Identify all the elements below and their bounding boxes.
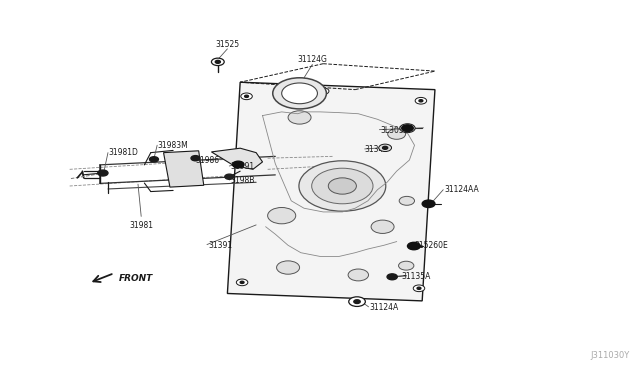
Text: 31981D: 31981D [108,148,138,157]
Circle shape [402,125,413,132]
Text: FRONT: FRONT [119,274,153,283]
Circle shape [299,161,386,211]
Circle shape [232,161,244,168]
Text: 31391: 31391 [208,241,232,250]
Circle shape [215,60,220,63]
Text: 31135A: 31135A [402,272,431,281]
Circle shape [399,261,414,270]
Circle shape [241,93,252,100]
Circle shape [268,208,296,224]
Circle shape [288,111,311,124]
Polygon shape [164,151,204,187]
Circle shape [282,83,317,104]
Circle shape [408,242,420,250]
Circle shape [191,155,200,161]
Circle shape [240,281,244,283]
Polygon shape [227,82,435,301]
Text: 31124AA: 31124AA [445,185,479,194]
Text: 31986: 31986 [195,156,220,165]
Circle shape [321,90,325,92]
Circle shape [225,174,234,179]
Text: 31124G: 31124G [298,55,327,64]
Circle shape [276,261,300,274]
Circle shape [244,95,248,97]
Circle shape [417,287,421,289]
Text: 3198B: 3198B [230,176,255,185]
Circle shape [236,279,248,286]
Circle shape [415,97,427,104]
Circle shape [98,170,108,176]
Circle shape [399,196,415,205]
Text: 315260E: 315260E [415,241,448,250]
Circle shape [379,144,392,151]
Text: J311030Y: J311030Y [591,351,630,360]
Circle shape [317,88,329,94]
Circle shape [387,274,397,280]
Circle shape [273,78,326,109]
Text: 31343: 31343 [365,145,389,154]
Circle shape [383,146,388,149]
Text: 31525: 31525 [215,40,239,49]
Text: 31991: 31991 [230,162,255,171]
Circle shape [211,58,224,65]
Text: 31124A: 31124A [370,303,399,312]
Circle shape [312,168,373,204]
Circle shape [388,129,406,139]
Text: 31981: 31981 [129,221,153,230]
Circle shape [348,269,369,281]
Text: 31983M: 31983M [157,141,188,151]
Circle shape [400,124,415,133]
Circle shape [354,300,360,304]
Circle shape [349,297,365,307]
Circle shape [422,200,435,208]
Text: 3L305M: 3L305M [381,126,411,135]
Circle shape [419,100,423,102]
Circle shape [371,220,394,234]
Circle shape [328,178,356,194]
Circle shape [413,285,425,292]
Circle shape [150,157,159,162]
Polygon shape [211,148,262,169]
